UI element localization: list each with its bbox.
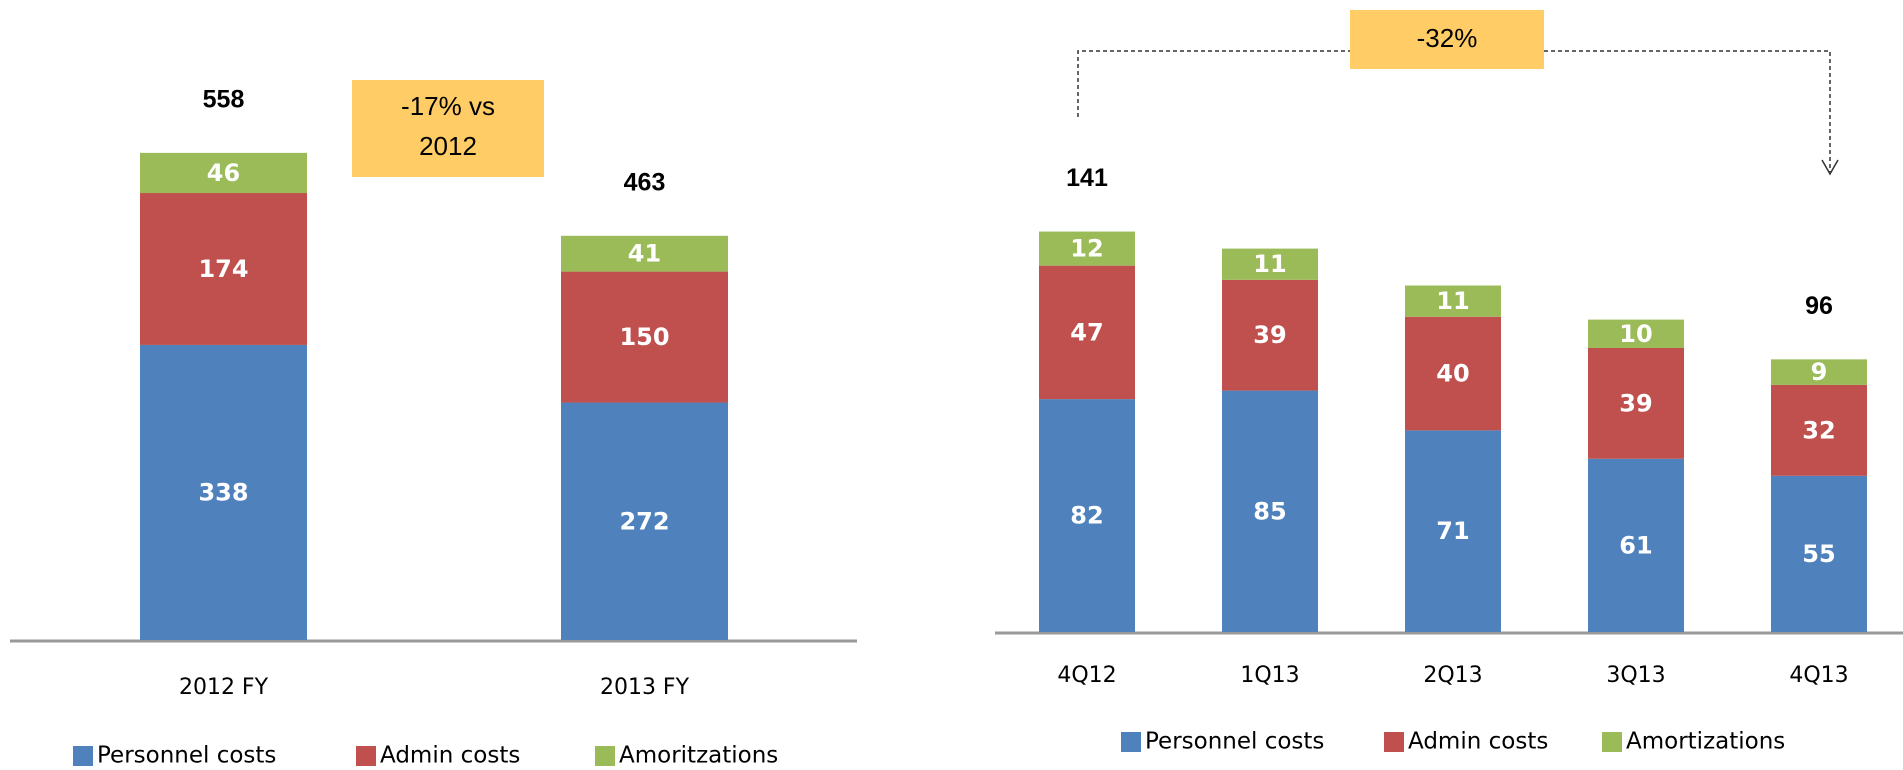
bar-segment xyxy=(1405,430,1501,632)
data-label: 40 xyxy=(1436,360,1469,388)
legend-swatch xyxy=(1121,732,1141,752)
x-tick-label: 2Q13 xyxy=(1423,663,1482,688)
bar-segment xyxy=(140,193,307,345)
bar-segment xyxy=(1039,231,1135,266)
arrow-head xyxy=(1821,159,1839,176)
bar-segment xyxy=(1771,384,1867,476)
total-label: 141 xyxy=(1066,164,1108,192)
data-label: 32 xyxy=(1802,416,1835,444)
total-label: 558 xyxy=(203,85,245,113)
legend-swatch xyxy=(1384,732,1404,752)
data-label: 41 xyxy=(628,240,661,268)
legend-label: Admin costs xyxy=(1408,729,1548,755)
bar-segment xyxy=(1588,348,1684,459)
annotation-box xyxy=(352,80,544,177)
data-label: 150 xyxy=(619,323,669,351)
annotation: -32% xyxy=(1417,23,1478,53)
x-tick-label: 4Q12 xyxy=(1057,663,1116,688)
bar-segment xyxy=(1222,390,1318,632)
legend-label: Amortizations xyxy=(1626,729,1785,755)
x-tick-label: 2013 FY xyxy=(600,675,690,700)
bar-segment xyxy=(1588,319,1684,348)
legend-swatch xyxy=(1602,732,1622,752)
legend-swatch xyxy=(356,746,376,766)
data-label: 9 xyxy=(1811,358,1828,386)
data-label: 61 xyxy=(1619,531,1652,559)
bar-segment xyxy=(561,271,728,403)
bar-segment xyxy=(1222,248,1318,280)
legend-swatch xyxy=(73,746,93,766)
legend-label: Personnel costs xyxy=(97,743,276,769)
data-label: 12 xyxy=(1070,235,1103,263)
legend-label: Admin costs xyxy=(380,743,520,769)
data-label: 10 xyxy=(1619,320,1652,348)
legend-label: Amoritzations xyxy=(619,743,778,769)
annotation-box xyxy=(1350,10,1544,69)
bar-segment xyxy=(1039,265,1135,400)
total-label: 96 xyxy=(1805,292,1833,320)
data-label: 11 xyxy=(1253,250,1286,278)
data-label: 338 xyxy=(198,478,248,506)
bar-segment xyxy=(1405,316,1501,431)
bar-segment xyxy=(1405,285,1501,317)
data-label: 85 xyxy=(1253,497,1286,525)
data-label: 47 xyxy=(1070,318,1103,346)
total-label: 463 xyxy=(624,168,666,196)
annotation: -17% vs xyxy=(401,91,495,121)
data-label: 11 xyxy=(1436,287,1469,315)
legend-label: Personnel costs xyxy=(1145,729,1324,755)
bracket xyxy=(1077,50,1831,172)
bar-segment xyxy=(140,152,307,194)
bar-segment xyxy=(1588,458,1684,632)
x-tick-label: 2012 FY xyxy=(179,675,269,700)
data-label: 39 xyxy=(1619,389,1652,417)
data-label: 46 xyxy=(207,159,240,187)
data-label: 272 xyxy=(619,507,669,535)
bar-segment xyxy=(561,402,728,640)
bar-segment xyxy=(1039,399,1135,632)
data-label: 55 xyxy=(1802,540,1835,568)
x-tick-label: 1Q13 xyxy=(1240,663,1299,688)
data-label: 82 xyxy=(1070,502,1103,530)
bar-segment xyxy=(561,235,728,272)
x-tick-label: 4Q13 xyxy=(1789,663,1848,688)
bar-segment xyxy=(140,344,307,640)
bar-segment xyxy=(1222,279,1318,391)
x-tick-label: 3Q13 xyxy=(1606,663,1665,688)
bar-segment xyxy=(1771,475,1867,632)
data-label: 71 xyxy=(1436,517,1469,545)
data-label: 39 xyxy=(1253,321,1286,349)
legend-swatch xyxy=(595,746,615,766)
annotation: 2012 xyxy=(419,131,477,161)
bar-segment xyxy=(1771,359,1867,385)
data-label: 174 xyxy=(198,255,248,283)
